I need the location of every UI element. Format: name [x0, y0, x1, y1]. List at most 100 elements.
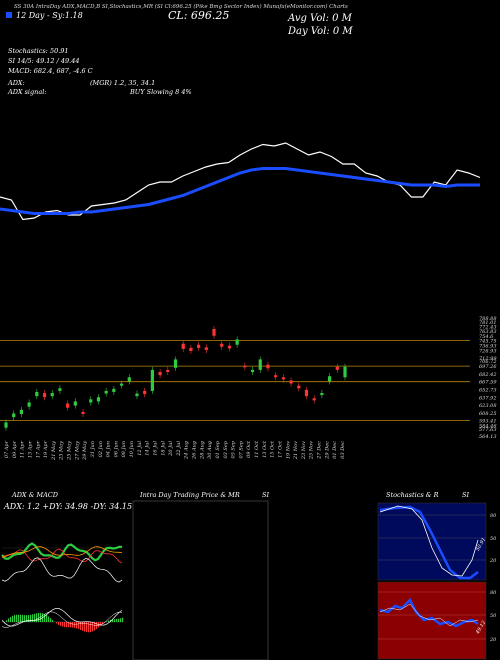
candle-body — [258, 359, 262, 370]
macd-histogram-bar — [64, 622, 66, 628]
candle-body — [135, 393, 139, 397]
macd-histogram-bar — [102, 622, 104, 625]
date-label: 18 Jul — [160, 441, 166, 456]
adx-values: (MGR) 1.2, 35, 34.1 — [90, 79, 156, 87]
date-label: 13 Apr — [27, 440, 33, 458]
macd-histogram-bar — [94, 622, 96, 631]
candle-body — [35, 391, 39, 397]
date-label: 05 Sep — [231, 440, 237, 458]
candle-body — [150, 369, 154, 391]
candle-body — [343, 366, 347, 378]
macd-histogram-bar — [72, 622, 74, 628]
macd-histogram-bar — [20, 614, 22, 622]
macd-histogram-bar — [24, 615, 26, 622]
date-label: 11 Apr — [20, 440, 26, 458]
date-label: 20 Jul — [168, 441, 174, 457]
date-label: 29 Dec — [324, 441, 330, 460]
macd-histogram-bar — [32, 614, 34, 622]
price-axis-label: 726.93 — [479, 349, 497, 355]
macd-histogram-bar — [52, 620, 54, 622]
date-label: 03 Dec — [340, 441, 346, 459]
macd-histogram-bar — [92, 622, 94, 632]
candle-body — [335, 366, 339, 370]
macd-histogram-bar — [114, 619, 116, 622]
macd-line — [1, 607, 123, 627]
candle-body — [119, 383, 124, 386]
macd-histogram-bar — [6, 620, 8, 622]
date-label: 08 Jun — [121, 441, 127, 457]
moving-average-line — [0, 167, 480, 215]
candle-body — [42, 393, 47, 398]
candle-body — [96, 397, 101, 402]
macd-histogram-bar — [116, 618, 118, 622]
date-label: 14 Jul — [145, 441, 151, 456]
candle-body — [243, 365, 247, 368]
date-label: 28 Aug — [199, 441, 205, 460]
candle-body — [104, 390, 108, 394]
date-label: 09 Apr — [12, 440, 18, 458]
macd-histogram-bar — [82, 622, 84, 631]
date-label: 17 Apr — [35, 440, 41, 458]
price-axis-label: 763.83 — [479, 329, 497, 335]
price-axis-label: 712.99 — [479, 356, 497, 362]
chart-header-title: SS 30A IntraDay ADX,MACD,B SI,Stochastic… — [14, 4, 348, 10]
candle-body — [173, 359, 178, 368]
intraday-panel-frame — [132, 500, 269, 660]
candle-body — [66, 403, 70, 408]
macd-histogram-bar — [40, 612, 42, 622]
macd-histogram-bar — [78, 622, 80, 630]
candle-body — [312, 398, 316, 401]
macd-histogram-bar — [70, 622, 72, 628]
macd-histogram-bar — [84, 622, 86, 632]
adx-white-line — [1, 557, 123, 583]
date-label: 02 Jun — [98, 441, 104, 457]
price-axis-label: 781.01 — [479, 320, 497, 326]
date-label: 07 Sep — [238, 440, 244, 458]
date-label: 27 Dec — [317, 441, 323, 460]
date-label: 12 Jul — [137, 441, 143, 456]
macd-histogram-bar — [38, 612, 40, 622]
price-axis-label: 584.46 — [479, 423, 497, 429]
rsi-white-line — [379, 603, 479, 627]
macd-histogram-bar — [36, 613, 38, 622]
macd-histogram-bar — [10, 616, 12, 622]
date-label: 25 May — [67, 441, 73, 461]
adx-signal: BUY Slowing 8 4% — [130, 88, 192, 96]
candle-body — [50, 393, 54, 397]
candle-body — [4, 422, 8, 428]
intraday-panel-si: SI — [262, 491, 270, 499]
candle-body — [73, 401, 77, 406]
macd-histogram-bar — [48, 616, 50, 622]
legend-color-icon — [6, 12, 12, 18]
macd-histogram-bar — [122, 617, 124, 622]
intraday-panel-title: Intra Day Trading Price & MR — [140, 491, 240, 499]
date-label: 27 May — [74, 441, 80, 461]
macd-histogram-bar — [22, 614, 24, 622]
stoch-k-line — [379, 505, 479, 580]
stoch-panel-si: SI — [462, 491, 470, 499]
candle-body — [127, 377, 131, 382]
macd-histogram-bar — [56, 622, 58, 624]
stoch-axis-label: 50 — [490, 536, 497, 542]
candle-body — [19, 409, 24, 415]
date-label: 16 Jul — [152, 441, 158, 456]
macd-histogram-bar — [8, 618, 10, 622]
adx-line — [1, 546, 123, 558]
date-label: 21 Nov — [293, 441, 299, 460]
stoch-panel-title: Stochastics & R — [386, 491, 439, 499]
adx-panel-values: ADX: 1.2 +DY: 34.98 -DY: 34.15 — [4, 502, 133, 511]
close-label: CL: 696.25 — [168, 9, 230, 22]
date-label: 22 Jul — [176, 441, 182, 457]
macd-histogram-bar — [100, 622, 102, 626]
price-axis-label: 637.92 — [479, 395, 497, 401]
candle-body — [220, 343, 224, 347]
price-axis-label: 754.6 — [479, 334, 494, 340]
adx-label: ADX: — [8, 79, 25, 87]
macd-histogram-bar — [66, 622, 68, 628]
macd-histogram-bar — [16, 614, 18, 622]
date-label: 06 Jun — [113, 441, 119, 457]
adx-signal-label: ADX signal: — [8, 88, 47, 96]
candle-body — [250, 369, 255, 373]
macd-signal-line — [1, 611, 123, 628]
price-axis-label: 682.42 — [479, 372, 497, 378]
